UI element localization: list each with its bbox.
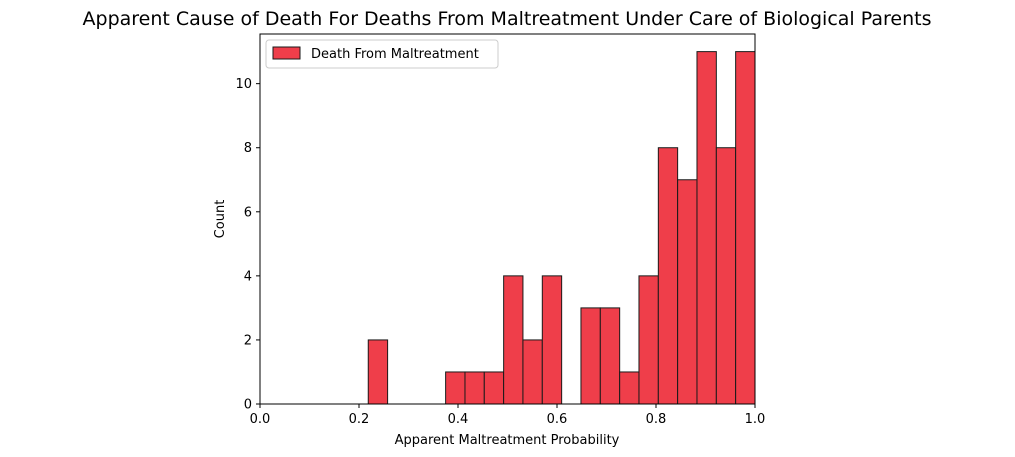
histogram-bar bbox=[696, 51, 717, 405]
legend-swatch bbox=[272, 46, 301, 60]
histogram-bar bbox=[638, 275, 659, 405]
histogram-bar bbox=[445, 371, 466, 405]
histogram-bar bbox=[483, 371, 505, 405]
x-tick-label: 1.0 bbox=[745, 412, 766, 427]
plot-frame bbox=[259, 33, 756, 405]
x-tick-label: 0.6 bbox=[547, 412, 568, 427]
histogram-bar bbox=[541, 275, 563, 405]
histogram-bar bbox=[464, 371, 485, 405]
y-tick-label: 10 bbox=[235, 77, 252, 92]
x-tick-label: 0.8 bbox=[646, 412, 667, 427]
y-tick-label: 8 bbox=[244, 141, 252, 156]
y-axis-label: Count bbox=[213, 200, 228, 239]
y-tick-label: 4 bbox=[244, 269, 252, 284]
legend-label: Death From Maltreatment bbox=[311, 47, 479, 62]
histogram-bar bbox=[580, 307, 601, 405]
histogram-bar bbox=[367, 339, 389, 405]
x-tick-label: 0.0 bbox=[250, 412, 271, 427]
legend: Death From Maltreatment bbox=[265, 39, 499, 69]
histogram-bar bbox=[677, 179, 698, 405]
y-tick-label: 6 bbox=[244, 205, 252, 220]
x-tick-label: 0.2 bbox=[349, 412, 370, 427]
chart-title: Apparent Cause of Death For Deaths From … bbox=[83, 8, 932, 30]
histogram-bar bbox=[735, 51, 756, 405]
histogram-bar bbox=[522, 339, 543, 405]
histogram-bar bbox=[657, 147, 679, 405]
histogram-bar bbox=[503, 275, 524, 405]
y-tick-label: 2 bbox=[244, 333, 252, 348]
histogram-bar bbox=[619, 371, 640, 405]
y-tick-label: 0 bbox=[244, 398, 252, 413]
histogram-bar bbox=[715, 147, 737, 405]
x-axis-label: Apparent Maltreatment Probability bbox=[395, 433, 620, 448]
histogram-bar bbox=[599, 307, 621, 405]
axes-group: 0.0 0.2 0.4 0.6 0.8 1.0 0 2 4 6 8 10 bbox=[235, 33, 766, 427]
x-tick-label: 0.4 bbox=[448, 412, 469, 427]
legend-frame bbox=[265, 39, 499, 69]
bars-group bbox=[367, 51, 756, 405]
